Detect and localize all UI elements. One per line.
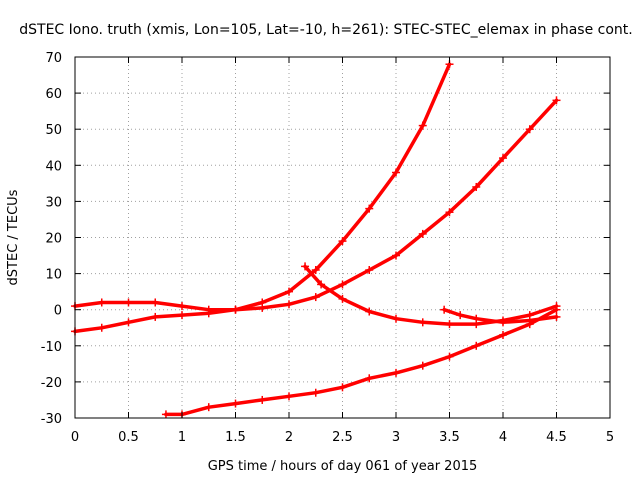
- data-point: [552, 305, 561, 314]
- x-tick-label: 4.5: [546, 430, 567, 445]
- x-tick-label: 5: [606, 430, 614, 445]
- data-point: [445, 208, 454, 217]
- data-point: [418, 121, 427, 130]
- data-point: [499, 330, 507, 339]
- data-point: [124, 298, 133, 307]
- data-point: [285, 287, 293, 296]
- series-trace: [164, 307, 559, 417]
- y-tick-label: -20: [41, 376, 62, 391]
- data-point: [456, 311, 465, 320]
- series-3: [301, 262, 561, 329]
- data-point: [285, 392, 293, 401]
- x-tick-label: 1: [178, 430, 186, 445]
- y-tick-label: 0: [54, 304, 62, 319]
- data-point: [178, 302, 186, 311]
- data-point: [151, 298, 160, 307]
- data-point: [338, 294, 347, 303]
- data-point: [311, 293, 320, 302]
- y-tick-label: 60: [45, 87, 62, 102]
- data-point: [472, 182, 481, 191]
- data-point: [338, 383, 347, 392]
- data-point: [445, 352, 454, 361]
- data-point: [317, 280, 326, 289]
- y-tick-label: 20: [45, 232, 62, 247]
- x-axis-label: GPS time / hours of day 061 of year 2015: [208, 459, 478, 474]
- data-point: [311, 265, 320, 274]
- data-point: [365, 307, 374, 316]
- data-point: [258, 395, 267, 404]
- data-point: [392, 368, 400, 377]
- chart-title: dSTEC Iono. truth (xmis, Lon=105, Lat=-1…: [19, 22, 632, 38]
- data-point: [499, 318, 507, 327]
- x-tick-label: 0: [71, 430, 79, 445]
- data-point: [258, 303, 267, 312]
- x-tick-label: 2: [285, 430, 293, 445]
- series-trace: [73, 62, 452, 312]
- data-point: [231, 305, 240, 314]
- data-point: [231, 399, 240, 408]
- x-tick-label: 3: [392, 430, 400, 445]
- y-tick-label: 50: [45, 123, 62, 138]
- data-point: [97, 323, 106, 332]
- data-point: [124, 318, 133, 327]
- y-tick-label: -30: [41, 412, 62, 427]
- y-tick-label: 70: [45, 51, 62, 66]
- y-axis-label: dSTEC / TECUs: [6, 189, 21, 285]
- data-point: [338, 280, 347, 289]
- data-point: [440, 305, 449, 314]
- x-tick-label: 4: [499, 430, 507, 445]
- data-point: [178, 311, 186, 320]
- data-point: [97, 298, 106, 307]
- data-point: [161, 410, 170, 419]
- data-point: [418, 361, 427, 370]
- data-point: [472, 341, 481, 350]
- data-point: [365, 204, 374, 213]
- data-point: [418, 318, 427, 327]
- x-tick-label: 2.5: [332, 430, 353, 445]
- series-2: [71, 96, 561, 336]
- ticks: 0 0.5 1 1.5 2 2.5 3 3.5 4 4.5 5 -30 -20 -10 0 10 20 30 40 5…: [41, 51, 614, 445]
- data-point: [204, 309, 213, 318]
- data-point: [472, 314, 481, 323]
- data-point: [445, 320, 454, 329]
- data-point: [392, 251, 400, 260]
- data-point: [525, 125, 534, 134]
- y-tick-label: 10: [45, 268, 62, 283]
- data-point: [392, 168, 400, 177]
- data-point: [525, 320, 534, 329]
- series-5: [161, 305, 561, 419]
- x-tick-label: 1.5: [225, 430, 246, 445]
- data-point: [552, 96, 561, 105]
- data-point: [338, 237, 347, 246]
- data-point: [365, 265, 374, 274]
- data-point: [552, 312, 561, 321]
- series-layer: [71, 60, 561, 419]
- y-tick-label: -10: [41, 340, 62, 355]
- data-point: [499, 154, 507, 163]
- data-point: [151, 312, 160, 321]
- data-point: [418, 229, 427, 238]
- data-point: [301, 262, 310, 271]
- x-tick-label: 3.5: [439, 430, 460, 445]
- data-point: [204, 403, 213, 412]
- x-tick-label: 0.5: [118, 430, 139, 445]
- data-point: [365, 374, 374, 383]
- data-point: [392, 314, 400, 323]
- y-tick-label: 40: [45, 159, 62, 174]
- data-point: [311, 388, 320, 397]
- y-tick-label: 30: [45, 195, 62, 210]
- series-1: [71, 60, 454, 314]
- data-point: [285, 300, 293, 309]
